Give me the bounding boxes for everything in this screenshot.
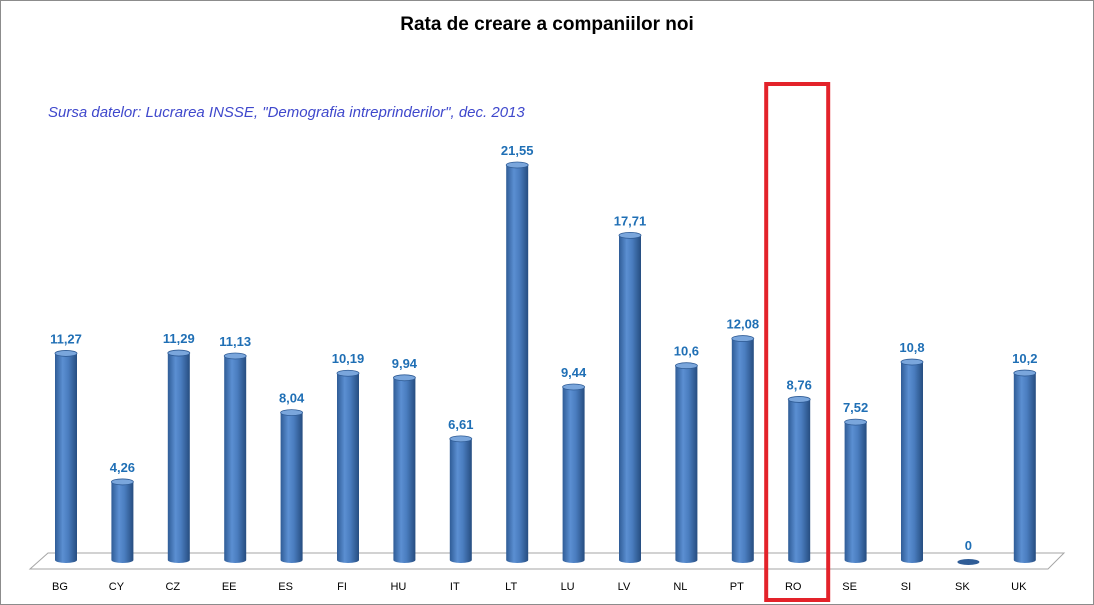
bar bbox=[731, 338, 754, 563]
data-label: 8,76 bbox=[787, 377, 812, 392]
bar bbox=[675, 365, 698, 563]
highlight-box bbox=[764, 82, 831, 602]
x-tick-label: EE bbox=[222, 581, 237, 593]
x-tick-label: UK bbox=[1011, 581, 1027, 593]
data-label: 11,27 bbox=[50, 331, 82, 346]
x-tick-label: ES bbox=[278, 581, 293, 593]
bar bbox=[506, 165, 529, 563]
bar bbox=[55, 353, 77, 563]
data-label: 11,29 bbox=[163, 331, 195, 346]
data-label: 10,8 bbox=[899, 340, 924, 355]
data-label: 4,26 bbox=[110, 460, 135, 475]
bar-top bbox=[618, 231, 642, 239]
data-label: 11,13 bbox=[219, 334, 251, 349]
bar-top bbox=[223, 352, 247, 360]
x-tick-label: RO bbox=[785, 581, 802, 593]
x-tick-label: FI bbox=[337, 581, 347, 593]
data-label: 12,08 bbox=[727, 317, 760, 332]
x-tick-label: PT bbox=[730, 581, 744, 593]
data-label: 9,94 bbox=[392, 356, 418, 371]
bar bbox=[562, 386, 585, 563]
data-label: 0 bbox=[965, 538, 972, 553]
bar-top bbox=[167, 349, 191, 357]
bar-top bbox=[54, 350, 78, 357]
chart-source-note: Sursa datelor: Lucrarea INSSE, "Demograf… bbox=[48, 104, 525, 121]
x-tick-label: SI bbox=[901, 581, 911, 593]
bar-top bbox=[562, 383, 585, 391]
bar-top bbox=[505, 161, 529, 169]
x-tick-label: LV bbox=[618, 581, 631, 593]
bar-top bbox=[392, 374, 416, 382]
bar-top bbox=[111, 478, 134, 486]
x-tick-label: SK bbox=[955, 581, 970, 593]
bar bbox=[901, 362, 923, 563]
bar-top bbox=[787, 396, 811, 403]
bar bbox=[957, 559, 980, 565]
data-label: 10,6 bbox=[674, 344, 699, 359]
bar-top bbox=[1013, 369, 1037, 377]
bar-top bbox=[449, 435, 473, 443]
bar-top bbox=[731, 335, 755, 342]
x-tick-label: NL bbox=[673, 581, 687, 593]
x-tick-label: IT bbox=[450, 581, 460, 593]
x-tick-label: CZ bbox=[165, 581, 180, 593]
bar-top bbox=[675, 362, 698, 370]
data-label: 9,44 bbox=[561, 365, 587, 380]
bar bbox=[167, 353, 190, 563]
bar bbox=[393, 377, 416, 563]
bar-top bbox=[844, 418, 867, 426]
bar bbox=[337, 373, 359, 563]
x-tick-label: LU bbox=[561, 581, 575, 593]
data-label: 10,19 bbox=[332, 351, 365, 366]
data-label: 10,2 bbox=[1012, 351, 1037, 366]
bar-top bbox=[900, 358, 924, 366]
data-label: 6,61 bbox=[448, 417, 473, 432]
x-tick-label: HU bbox=[390, 581, 406, 593]
bar bbox=[111, 481, 134, 563]
bar bbox=[788, 399, 811, 563]
chart-title: Rata de creare a companiilor noi bbox=[400, 14, 694, 35]
bar bbox=[844, 422, 867, 563]
bar bbox=[619, 235, 641, 564]
data-label: 7,52 bbox=[843, 400, 868, 415]
bar bbox=[449, 438, 472, 563]
data-label: 21,55 bbox=[501, 143, 534, 158]
x-tick-label: CY bbox=[109, 581, 125, 593]
bar-top bbox=[280, 409, 304, 417]
data-label: 8,04 bbox=[279, 391, 305, 406]
bar bbox=[224, 355, 247, 563]
bar bbox=[280, 412, 303, 563]
x-tick-label: LT bbox=[505, 581, 517, 593]
bar-top bbox=[336, 369, 360, 377]
bar bbox=[1013, 373, 1036, 563]
x-tick-label: SE bbox=[842, 581, 857, 593]
x-tick-label: BG bbox=[52, 581, 68, 593]
data-label: 17,71 bbox=[614, 213, 647, 228]
